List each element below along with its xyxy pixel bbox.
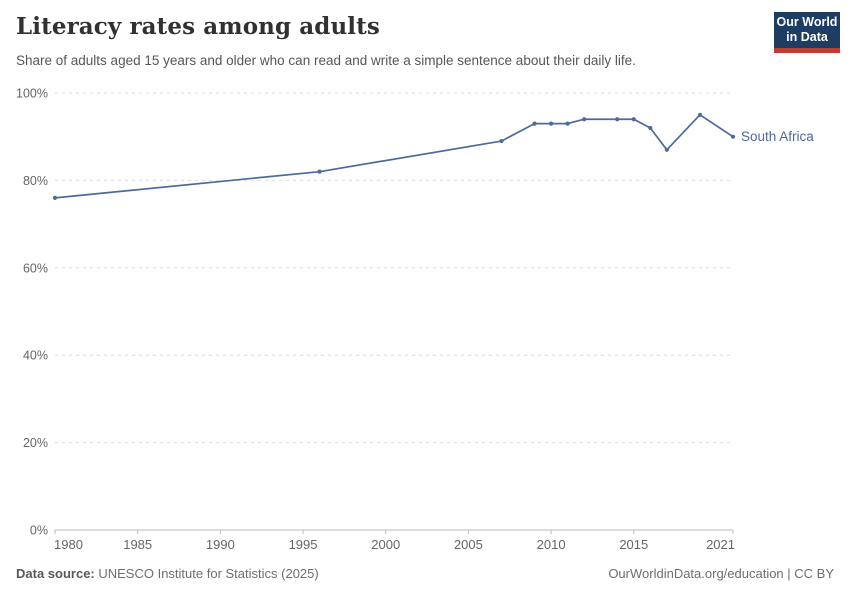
owid-logo[interactable]: Our World in Data xyxy=(774,12,840,53)
data-line xyxy=(54,113,734,199)
data-point[interactable] xyxy=(499,138,504,144)
data-point[interactable] xyxy=(697,112,703,117)
y-tick-label: 100% xyxy=(16,87,48,101)
x-tick-label: 2005 xyxy=(454,537,483,552)
data-point[interactable] xyxy=(648,125,653,131)
x-tick-label: 1980 xyxy=(54,537,83,552)
data-point[interactable] xyxy=(317,169,322,174)
x-tick-label: 1990 xyxy=(206,537,235,552)
data-point[interactable] xyxy=(582,117,587,122)
data-point[interactable] xyxy=(664,147,669,152)
data-source: Data source: UNESCO Institute for Statis… xyxy=(16,566,319,581)
x-tick-label: 2010 xyxy=(537,537,566,552)
page-title: Literacy rates among adults xyxy=(16,13,380,40)
x-tick-label: 2000 xyxy=(371,537,400,552)
data-source-text: UNESCO Institute for Statistics (2025) xyxy=(94,566,319,581)
owid-logo-line2: in Data xyxy=(786,30,828,44)
citation-link[interactable]: OurWorldinData.org/education | CC BY xyxy=(608,566,834,581)
chart-footer: Data source: UNESCO Institute for Statis… xyxy=(16,566,834,581)
y-tick-label: 80% xyxy=(23,174,48,188)
x-tick-label: 1995 xyxy=(289,537,318,552)
y-tick-label: 0% xyxy=(30,524,48,538)
x-tick-label: 2021 xyxy=(706,537,735,552)
chart-canvas: 0% 20% 40% 60% 80% 100% 1980 1985 1990 1995 2000 20… xyxy=(16,87,814,553)
data-point[interactable] xyxy=(52,195,58,200)
y-tick-label: 40% xyxy=(23,349,48,363)
data-point[interactable] xyxy=(631,117,636,122)
y-tick-label: 20% xyxy=(23,436,48,450)
data-point[interactable] xyxy=(548,121,554,126)
data-point[interactable] xyxy=(615,117,620,122)
x-tick-label: 2015 xyxy=(619,537,648,552)
data-point[interactable] xyxy=(565,121,570,126)
series-label: South Africa xyxy=(741,129,814,144)
data-source-label: Data source: xyxy=(16,566,95,581)
y-tick-label: 60% xyxy=(23,261,48,275)
owid-logo-line1: Our World xyxy=(776,15,838,29)
data-point[interactable] xyxy=(730,134,736,139)
x-tick-label: 1985 xyxy=(123,537,152,552)
chart-subtitle: Share of adults aged 15 years and older … xyxy=(16,53,636,68)
data-point[interactable] xyxy=(532,121,537,126)
